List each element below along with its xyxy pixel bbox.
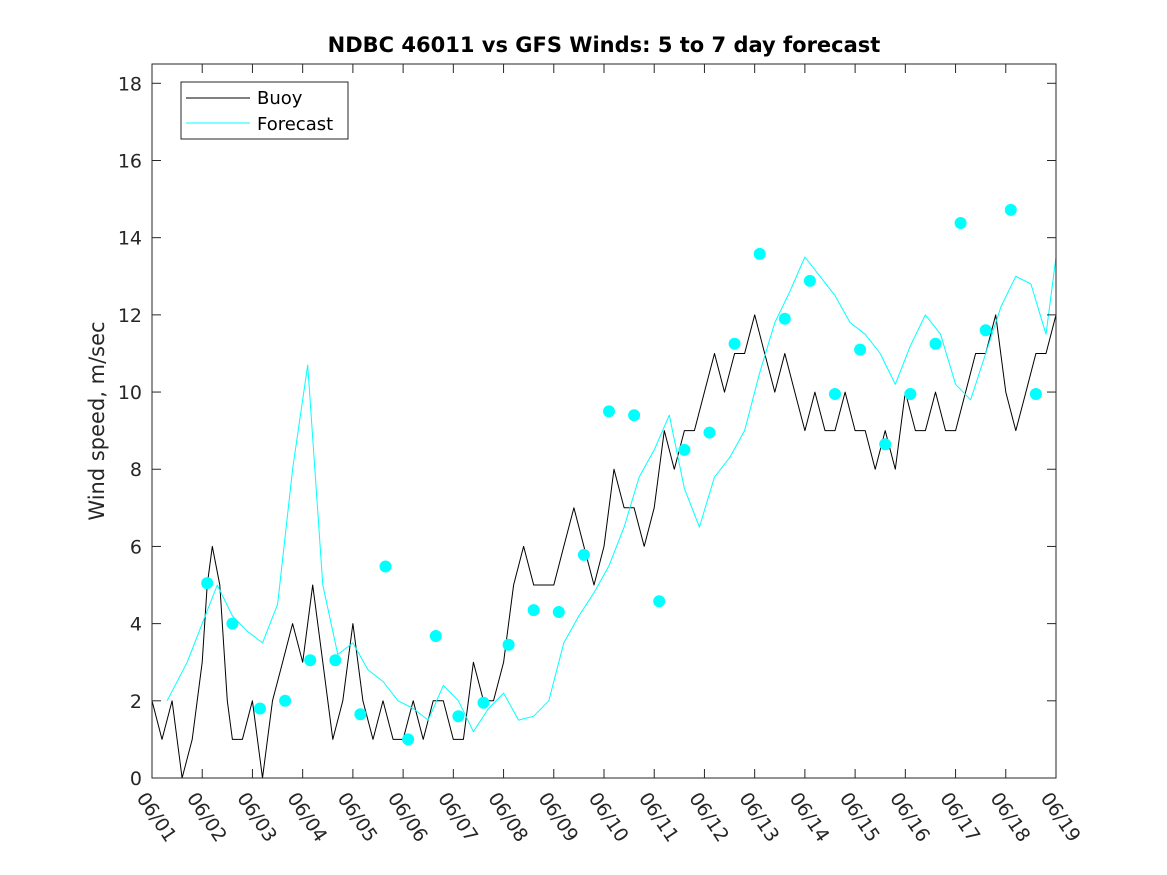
forecast-marker xyxy=(904,388,917,400)
forecast-marker xyxy=(603,405,615,418)
forecast-marker xyxy=(703,426,716,439)
forecast-marker xyxy=(429,630,442,642)
forecast-marker xyxy=(778,312,791,325)
forecast-marker xyxy=(354,708,367,721)
y-tick-label: 10 xyxy=(118,382,142,404)
forecast-marker xyxy=(452,710,465,723)
forecast-series-line xyxy=(166,256,1057,733)
forecast-marker xyxy=(552,606,565,618)
forecast-marker xyxy=(254,702,266,715)
forecast-marker xyxy=(402,733,415,746)
forecast-marker xyxy=(653,595,666,608)
legend: Buoy Forecast xyxy=(180,81,349,140)
forecast-marker xyxy=(803,274,816,287)
y-axis-ticks: 0 2 4 6 8 10 12 14 16 18 xyxy=(118,73,1056,790)
y-tick-label: 18 xyxy=(118,73,142,95)
forecast-marker xyxy=(678,443,691,456)
forecast-marker xyxy=(954,217,967,229)
y-tick-label: 2 xyxy=(130,691,142,713)
forecast-marker xyxy=(1004,203,1017,216)
forecast-marker xyxy=(329,654,342,667)
forecast-marker xyxy=(753,247,766,260)
series-layer xyxy=(151,256,1057,779)
forecast-marker xyxy=(477,696,490,709)
y-tick-label: 6 xyxy=(130,536,142,558)
forecast-marker xyxy=(1029,388,1042,400)
forecast-marker xyxy=(226,617,239,630)
forecast-marker xyxy=(854,343,867,356)
forecast-marker xyxy=(728,337,741,350)
forecast-marker xyxy=(379,560,392,573)
forecast-marker xyxy=(201,577,214,590)
y-tick-label: 12 xyxy=(118,305,142,327)
forecast-marker xyxy=(879,438,892,451)
forecast-marker xyxy=(577,548,590,561)
y-tick-label: 0 xyxy=(130,768,142,790)
y-tick-label: 4 xyxy=(130,614,142,636)
legend-forecast-label: Forecast xyxy=(257,114,333,135)
forecast-marker xyxy=(279,694,292,707)
forecast-marker xyxy=(527,604,540,617)
legend-buoy-label: Buoy xyxy=(257,88,303,109)
buoy-series-line xyxy=(151,314,1057,779)
forecast-marker xyxy=(304,654,317,667)
forecast-marker xyxy=(829,388,841,400)
forecast-marker-layer xyxy=(201,203,1042,746)
y-tick-label: 8 xyxy=(130,459,142,481)
forecast-marker xyxy=(628,409,641,422)
y-tick-label: 16 xyxy=(118,150,142,172)
y-tick-label: 14 xyxy=(118,228,142,250)
chart-title: NDBC 46011 vs GFS Winds: 5 to 7 day fore… xyxy=(328,33,881,57)
y-axis-label: Wind speed, m/sec xyxy=(85,321,109,520)
forecast-marker xyxy=(929,337,942,350)
forecast-marker xyxy=(502,638,515,651)
forecast-marker xyxy=(979,324,992,337)
legend-box xyxy=(180,81,349,140)
